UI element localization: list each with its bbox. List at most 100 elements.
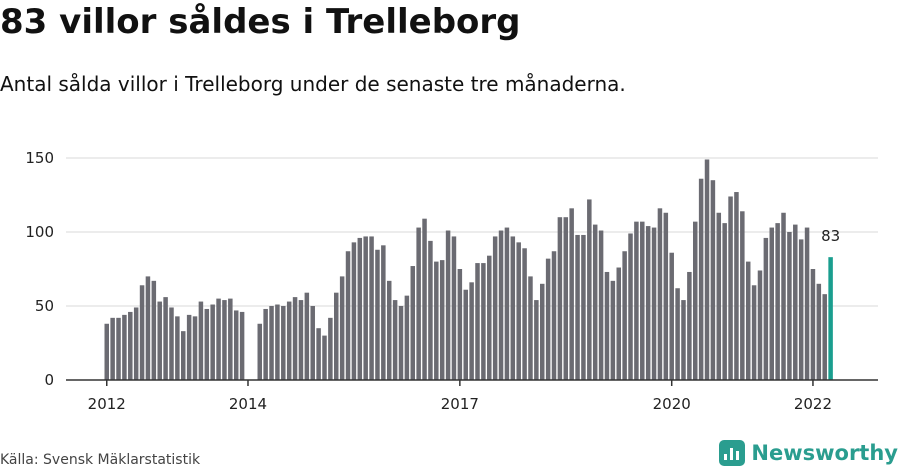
page-title: 83 villor såldes i Trelleborg: [0, 2, 521, 42]
page-subtitle: Antal sålda villor i Trelleborg under de…: [0, 72, 626, 96]
bar: [122, 314, 127, 380]
bar: [281, 306, 286, 380]
bar: [204, 308, 210, 380]
bar: [651, 227, 657, 380]
bar: [775, 223, 780, 380]
bar-chart: 0 50 100 150 83 2012 2014 2017 2020 2022: [25, 149, 878, 413]
bar: [363, 236, 368, 380]
bar: [710, 180, 716, 380]
bar: [592, 224, 598, 380]
bar: [198, 301, 204, 380]
bar: [175, 316, 180, 380]
bar: [392, 300, 398, 380]
bar: [716, 212, 722, 380]
bar: [693, 221, 698, 380]
bar: [734, 192, 739, 380]
bar: [239, 311, 245, 380]
bar: [369, 236, 374, 380]
bar: [398, 306, 404, 380]
bar: [481, 263, 486, 380]
bar: [292, 297, 298, 380]
bar: [233, 310, 239, 380]
bar: [139, 285, 145, 380]
bar: [110, 317, 115, 380]
bar: [286, 301, 292, 380]
bar: [504, 227, 510, 380]
bar: [816, 283, 822, 380]
bar: [381, 245, 386, 380]
bar: [186, 314, 192, 380]
bar: [228, 298, 233, 380]
bar: [581, 234, 586, 380]
bar: [557, 217, 563, 380]
bar: [575, 234, 580, 380]
bar: [334, 292, 339, 380]
bar: [622, 251, 627, 380]
bar: [681, 300, 686, 380]
bar: [587, 199, 592, 380]
bar: [404, 295, 410, 380]
bar: [798, 239, 804, 380]
bar: [769, 227, 774, 380]
bar: [628, 233, 633, 380]
bar: [640, 221, 645, 380]
bar: [351, 242, 357, 380]
bar: [745, 261, 751, 380]
bar: [216, 298, 221, 380]
bar: [345, 251, 351, 380]
bar: [510, 236, 516, 380]
bar: [386, 280, 392, 380]
x-axis: [66, 379, 878, 386]
bar: [222, 300, 227, 380]
bar: [492, 236, 498, 380]
x-tick-label: 2017: [441, 395, 479, 413]
bar: [445, 230, 451, 380]
bar: [645, 226, 651, 380]
bar: [722, 223, 727, 380]
bar: [163, 297, 168, 380]
bar: [698, 178, 704, 380]
bar: [416, 227, 421, 380]
y-tick-label: 100: [25, 223, 54, 241]
y-tick-label: 0: [44, 371, 54, 389]
bar: [551, 251, 557, 380]
bar: [757, 270, 763, 380]
bar: [781, 212, 786, 380]
bar: [804, 227, 810, 380]
bar: [740, 211, 745, 380]
bar: [128, 311, 133, 380]
bar: [522, 248, 527, 380]
source-note: Källa: Svensk Mäklarstatistik: [0, 452, 201, 468]
bar: [657, 208, 663, 380]
bar: [763, 237, 769, 380]
bar: [539, 283, 545, 380]
bar: [434, 261, 439, 380]
bar: [616, 267, 621, 380]
bar: [728, 196, 733, 380]
bar: [675, 288, 680, 380]
bar: [498, 230, 504, 380]
bar: [428, 240, 433, 380]
bar: [192, 316, 198, 380]
brand: Newsworthy: [719, 440, 898, 466]
bar: [598, 230, 604, 380]
bar: [516, 242, 521, 380]
bar: [151, 280, 157, 380]
bar: [181, 331, 186, 380]
bar: [451, 236, 457, 380]
bar: [310, 306, 315, 380]
bar: [457, 269, 463, 380]
newsworthy-logo-icon: [719, 440, 746, 466]
highlight-bar: [828, 257, 833, 380]
y-tick-label: 150: [25, 149, 54, 167]
bar: [357, 237, 363, 380]
bar: [793, 224, 798, 380]
bar: [787, 232, 792, 380]
bar: [563, 217, 569, 380]
bar: [269, 306, 274, 380]
bar: [133, 307, 139, 380]
brand-name: Newsworthy: [751, 441, 898, 465]
bar: [104, 323, 109, 380]
bar: [487, 255, 492, 380]
bar: [439, 260, 445, 380]
